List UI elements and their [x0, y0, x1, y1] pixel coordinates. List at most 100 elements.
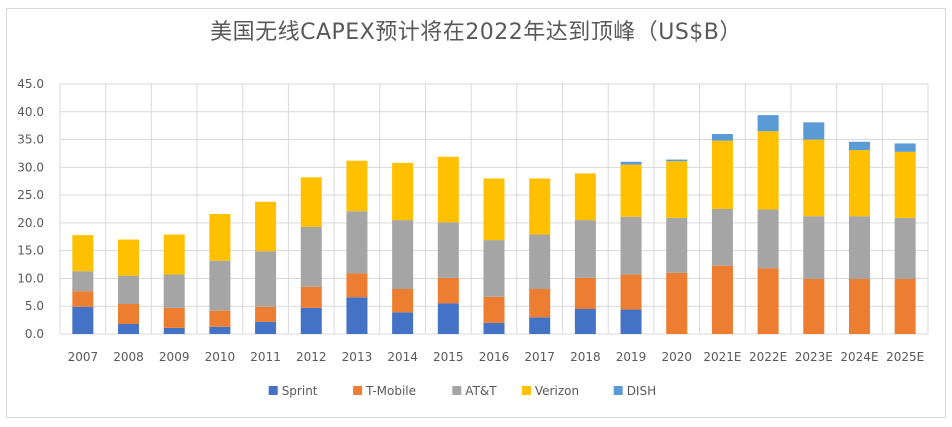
- bar-at-t-2011: [255, 251, 277, 307]
- x-tick-label: 2024E: [840, 350, 878, 364]
- bar-verizon-2014: [392, 162, 414, 221]
- x-tick-label: 2020: [661, 350, 692, 364]
- legend-swatch-at-t: [452, 386, 462, 395]
- bar-sprint-2012: [300, 307, 322, 334]
- bar-at-t-2016: [483, 240, 505, 297]
- y-tick-label: 25.0: [17, 188, 44, 202]
- bar-sprint-2014: [392, 312, 414, 334]
- legend-swatch-sprint: [268, 386, 278, 395]
- bar-t-mobile-2016: [483, 296, 505, 323]
- bar-verizon-2012: [300, 177, 322, 227]
- bar-verizon-2021e: [711, 140, 733, 209]
- legend-label-at-t: AT&T: [465, 384, 497, 398]
- bar-sprint-2010: [209, 326, 231, 334]
- bar-verizon-2025e: [894, 151, 916, 218]
- bar-at-t-2007: [72, 271, 94, 292]
- bar-at-t-2009: [163, 274, 185, 308]
- x-tick-label: 2017: [524, 350, 555, 364]
- x-tick-label: 2014: [387, 350, 418, 364]
- bar-t-mobile-2012: [300, 286, 322, 308]
- x-tick-label: 2010: [205, 350, 236, 364]
- x-tick-label: 2011: [250, 350, 281, 364]
- legend-label-sprint: Sprint: [282, 384, 318, 398]
- bar-t-mobile-2017: [529, 289, 551, 318]
- bar-sprint-2007: [72, 306, 94, 334]
- bar-at-t-2023e: [803, 216, 825, 279]
- bar-at-t-2008: [118, 275, 140, 304]
- chart-title: 美国无线CAPEX预计将在2022年达到顶峰（US$B）: [210, 20, 742, 45]
- legend-label-t-mobile: T-Mobile: [365, 384, 416, 398]
- bar-verizon-2020: [666, 161, 688, 218]
- y-tick-label: 40.0: [17, 105, 44, 119]
- bar-at-t-2014: [392, 220, 414, 289]
- y-tick-label: 10.0: [17, 271, 44, 285]
- bar-dish-2021e: [711, 134, 733, 141]
- y-tick-label: 15.0: [17, 244, 44, 258]
- bar-dish-2022e: [757, 115, 779, 132]
- bar-sprint-2013: [346, 297, 368, 334]
- bar-at-t-2025e: [894, 217, 916, 279]
- bar-t-mobile-2013: [346, 273, 368, 298]
- bar-dish-2020: [666, 159, 688, 162]
- legend-swatch-dish: [613, 386, 623, 395]
- bar-dish-2023e: [803, 122, 825, 140]
- bar-verizon-2007: [72, 235, 94, 272]
- x-tick-label: 2015: [433, 350, 464, 364]
- x-tick-label: 2023E: [795, 350, 833, 364]
- bar-at-t-2021e: [711, 209, 733, 266]
- bar-sprint-2015: [437, 303, 459, 334]
- legend-label-verizon: Verizon: [535, 384, 579, 398]
- bar-sprint-2008: [118, 324, 140, 334]
- bar-sprint-2009: [163, 327, 185, 334]
- x-tick-label: 2016: [479, 350, 510, 364]
- x-tick-label: 2018: [570, 350, 601, 364]
- y-tick-label: 45.0: [17, 77, 44, 91]
- bar-t-mobile-2025e: [894, 279, 916, 334]
- bar-sprint-2018: [574, 309, 596, 334]
- bar-t-mobile-2008: [118, 304, 140, 324]
- x-tick-label: 2025E: [886, 350, 924, 364]
- y-tick-label: 30.0: [17, 160, 44, 174]
- x-tick-label: 2019: [616, 350, 647, 364]
- bar-t-mobile-2023e: [803, 279, 825, 334]
- x-tick-label: 2021E: [703, 350, 741, 364]
- bar-sprint-2019: [620, 309, 642, 334]
- bar-t-mobile-2014: [392, 289, 414, 313]
- x-tick-label: 2009: [159, 350, 190, 364]
- bar-verizon-2023e: [803, 139, 825, 217]
- bar-sprint-2011: [255, 321, 277, 334]
- bar-verizon-2019: [620, 164, 642, 217]
- bar-at-t-2019: [620, 216, 642, 275]
- bar-verizon-2009: [163, 234, 185, 275]
- y-tick-label: 35.0: [17, 133, 44, 147]
- bar-at-t-2022e: [757, 209, 779, 269]
- bar-t-mobile-2010: [209, 310, 231, 327]
- bar-at-t-2013: [346, 211, 368, 274]
- bar-sprint-2016: [483, 322, 505, 334]
- x-tick-label: 2007: [68, 350, 99, 364]
- bar-verizon-2017: [529, 178, 551, 235]
- chart-frame: [6, 8, 946, 418]
- bar-t-mobile-2015: [437, 277, 459, 304]
- bar-t-mobile-2009: [163, 307, 185, 328]
- bar-dish-2019: [620, 161, 642, 165]
- bar-verizon-2018: [574, 173, 596, 221]
- bar-at-t-2024e: [848, 216, 870, 279]
- bar-at-t-2012: [300, 226, 322, 287]
- y-tick-label: 5.0: [25, 299, 44, 313]
- bar-t-mobile-2007: [72, 291, 94, 307]
- x-tick-label: 2012: [296, 350, 327, 364]
- y-tick-label: 0.0: [25, 327, 44, 341]
- bar-dish-2024e: [848, 141, 870, 151]
- bar-t-mobile-2011: [255, 306, 277, 322]
- bar-verizon-2008: [118, 239, 140, 276]
- bar-at-t-2015: [437, 222, 459, 278]
- bar-t-mobile-2019: [620, 274, 642, 310]
- bar-t-mobile-2024e: [848, 279, 870, 334]
- bar-dish-2025e: [894, 143, 916, 152]
- bar-verizon-2016: [483, 178, 505, 241]
- x-tick-label: 2013: [342, 350, 373, 364]
- bar-verizon-2022e: [757, 131, 779, 210]
- legend-swatch-verizon: [521, 386, 531, 395]
